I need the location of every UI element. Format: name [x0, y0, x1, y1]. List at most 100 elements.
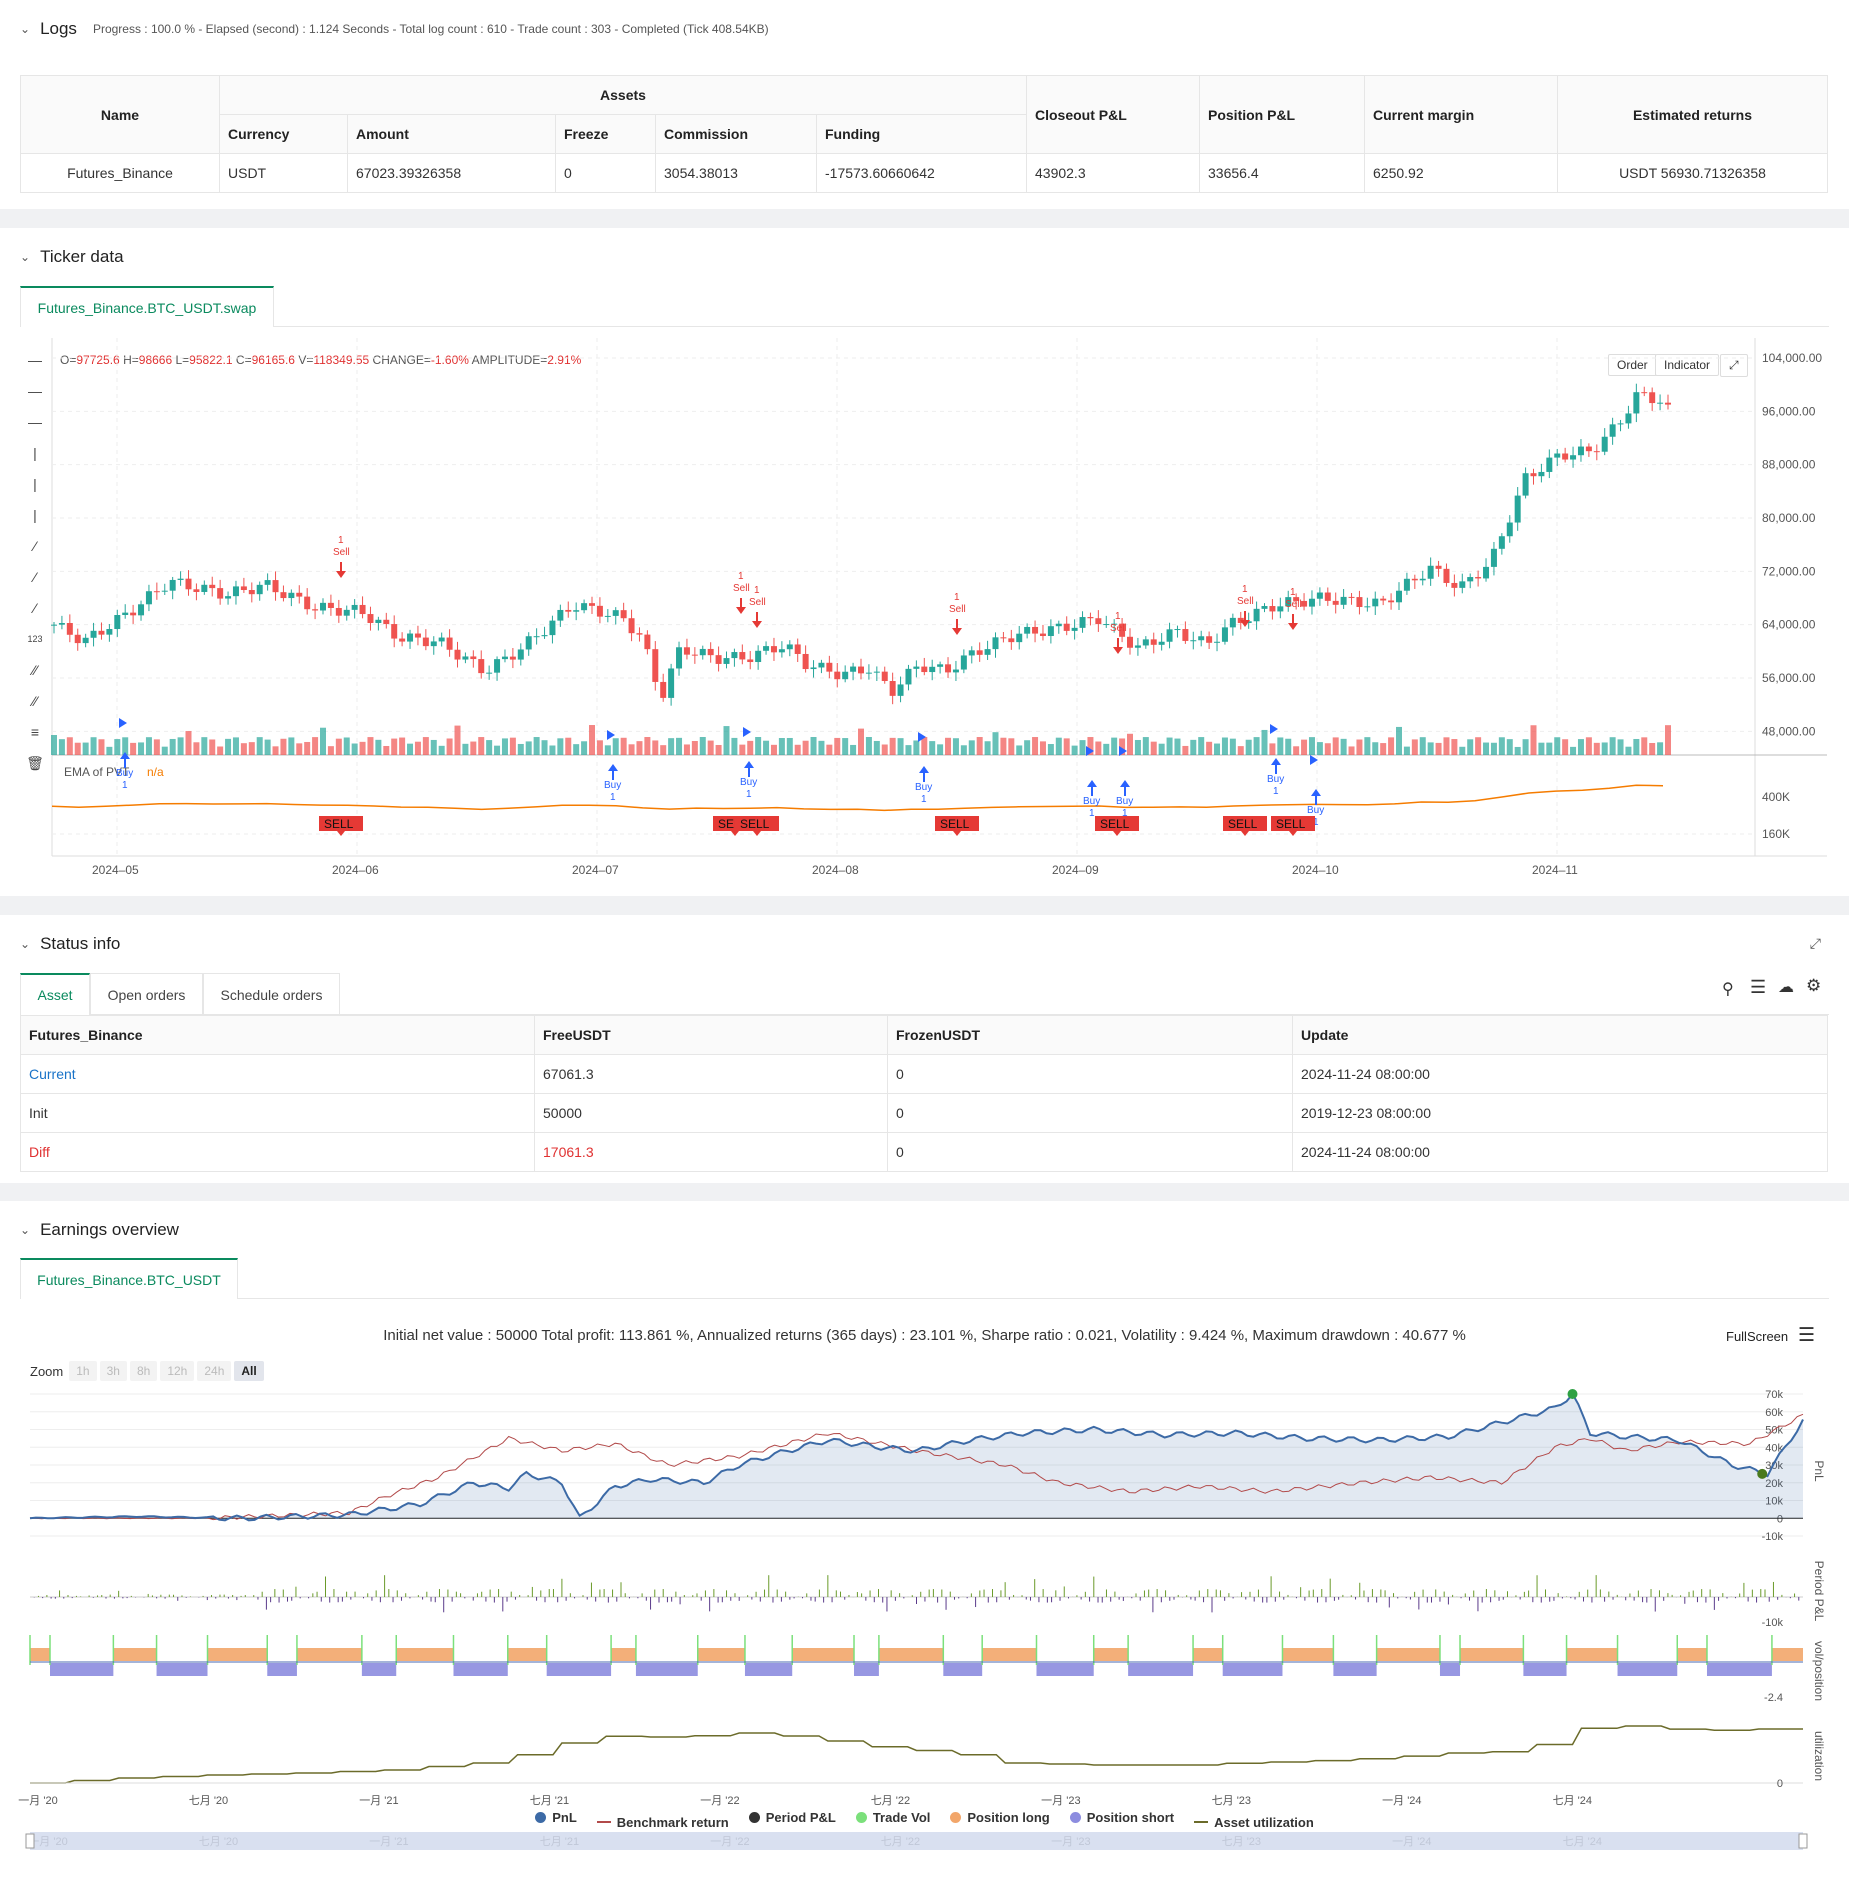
date-tick-label: 一月 '22	[700, 1795, 739, 1807]
candle-body	[66, 623, 73, 635]
volume-bar	[1039, 741, 1046, 755]
volume-bar	[1506, 739, 1513, 755]
candle-body	[1633, 392, 1640, 414]
zoom-24h[interactable]: 24h	[197, 1361, 232, 1381]
logs-header[interactable]: ⌄ Logs Progress : 100.0 % - Elapsed (sec…	[20, 14, 769, 44]
extended-line-icon[interactable]: —	[28, 414, 42, 430]
sell-qty: 1	[1242, 584, 1248, 595]
search-icon[interactable]: ⚲	[1722, 981, 1734, 998]
earnings-header[interactable]: ⌄ Earnings overview	[20, 1215, 179, 1245]
candle-body	[1142, 639, 1149, 646]
legend-marker-icon	[950, 1812, 962, 1823]
parallel-channel-icon[interactable]: ⁄⁄	[32, 662, 38, 678]
fib-retracement-icon[interactable]: ≡	[30, 724, 40, 740]
candle-body	[850, 666, 857, 672]
candle-body	[707, 648, 714, 656]
tab-asset[interactable]: Asset	[20, 973, 90, 1015]
vertical-segment-icon[interactable]: |	[33, 507, 37, 523]
candle-body	[399, 638, 406, 642]
chevron-down-icon[interactable]: ⌄	[20, 22, 31, 36]
volume-bar	[248, 742, 255, 755]
buy-arrow-icon	[1087, 780, 1097, 796]
fib-channel-icon[interactable]: ⁄⁄	[32, 693, 38, 709]
volume-bar	[1237, 746, 1244, 755]
horizontal-ray-icon[interactable]: —	[28, 383, 42, 399]
menu-icon[interactable]: ☰	[1798, 1325, 1816, 1346]
date-tick-label: 七月 '22	[871, 1794, 910, 1807]
vertical-line-icon[interactable]: |	[33, 445, 37, 461]
volume-bar	[960, 745, 967, 755]
zoom-8h[interactable]: 8h	[129, 1361, 158, 1381]
gear-icon[interactable]: ⚙	[1806, 976, 1822, 995]
tab-schedule-orders[interactable]: Schedule orders	[203, 973, 340, 1015]
candle-body	[1506, 522, 1513, 537]
candle-body	[786, 644, 793, 650]
volume-bar	[1245, 739, 1252, 755]
candlestick-chart[interactable]: 104,000.00 96,000.00 88,000.00 80,000.00 72,…	[0, 228, 1849, 896]
ticker-header[interactable]: ⌄ Ticker data	[20, 242, 124, 272]
zoom-12h[interactable]: 12h	[160, 1361, 195, 1381]
chevron-down-icon[interactable]: ⌄	[20, 1223, 31, 1237]
sell-tag	[935, 816, 979, 831]
candle-body	[185, 578, 192, 590]
horizontal-line-icon[interactable]: —	[28, 352, 42, 368]
summary-text: Initial net value : 50000 Total profit: …	[383, 1327, 1466, 1344]
collapse-icon[interactable]: ⤢	[1809, 935, 1821, 951]
candle-body	[589, 603, 595, 606]
volume-bar	[1032, 737, 1039, 755]
candle-body	[1490, 548, 1497, 567]
candle-body	[1301, 600, 1308, 607]
vertical-ray-icon[interactable]: |	[33, 476, 37, 492]
candle-body	[1063, 623, 1070, 631]
list-icon[interactable]: ☰	[1750, 977, 1767, 997]
zoom-all[interactable]: All	[234, 1361, 264, 1381]
legend-item[interactable]: Position short	[1069, 1810, 1174, 1825]
trash-icon[interactable]: 🗑	[26, 755, 44, 771]
trend-line-icon[interactable]: ⁄	[33, 538, 37, 554]
ray-line-icon[interactable]: ⁄	[33, 569, 37, 585]
zoom-1h[interactable]: 1h	[69, 1361, 97, 1381]
indicator-button[interactable]: Indicator	[1655, 354, 1720, 376]
buy-arrow-icon	[1311, 789, 1321, 805]
status-header[interactable]: ⌄ Status info	[20, 929, 120, 959]
volume-bar	[573, 744, 580, 755]
fullscreen-button[interactable]: FullScreen	[1726, 1329, 1789, 1344]
candle-body	[810, 667, 817, 670]
zoom-3h[interactable]: 3h	[99, 1361, 127, 1381]
cloud-download-icon[interactable]: ☁	[1778, 979, 1794, 996]
expand-icon[interactable]: ⤢	[1720, 354, 1748, 377]
sell-qty: 1	[338, 535, 344, 546]
order-button[interactable]: Order	[1608, 354, 1657, 376]
chevron-down-icon[interactable]: ⌄	[20, 937, 31, 951]
candle-body	[549, 620, 556, 636]
buy-label: Buy	[1267, 774, 1284, 785]
chevron-down-icon[interactable]: ⌄	[20, 250, 31, 264]
price-line-icon[interactable]: 123	[27, 634, 43, 644]
volume-bar	[359, 741, 366, 755]
candle-body	[858, 666, 864, 674]
volume-bar	[628, 744, 635, 755]
volume-bar	[652, 740, 659, 755]
legend-item[interactable]: PnL	[535, 1810, 577, 1825]
legend-item[interactable]: Asset utilization	[1194, 1815, 1314, 1830]
volume-bar	[865, 737, 872, 755]
sell-tag-label: SELL	[940, 817, 970, 831]
legend-item[interactable]: Period P&L	[748, 1810, 836, 1825]
price-tick-label: 96,000.00	[1762, 404, 1816, 418]
candle-body	[1055, 623, 1062, 627]
navigator-handle-left	[25, 1833, 35, 1849]
volume-bar	[462, 743, 469, 755]
buy-marker-icon	[119, 718, 127, 728]
legend-item[interactable]: Position long	[950, 1810, 1050, 1825]
segment-icon[interactable]: ⁄	[33, 600, 37, 616]
legend-item[interactable]: Trade Vol	[855, 1810, 930, 1825]
legend-item[interactable]: Benchmark return	[596, 1815, 729, 1830]
earnings-chart[interactable]: 70k60k50k40k30k20k10k0-10k-10k-2.40PnLPe…	[0, 1201, 1849, 1881]
position-long-bar	[1376, 1648, 1440, 1661]
tab-open-orders[interactable]: Open orders	[90, 973, 203, 1015]
volume-bar	[818, 740, 825, 755]
candle-body	[1364, 606, 1371, 608]
tab-btc-usdt-swap[interactable]: Futures_Binance.BTC_USDT.swap	[20, 286, 274, 327]
tab-btc-usdt[interactable]: Futures_Binance.BTC_USDT	[20, 1258, 238, 1299]
candle-body	[644, 634, 651, 650]
